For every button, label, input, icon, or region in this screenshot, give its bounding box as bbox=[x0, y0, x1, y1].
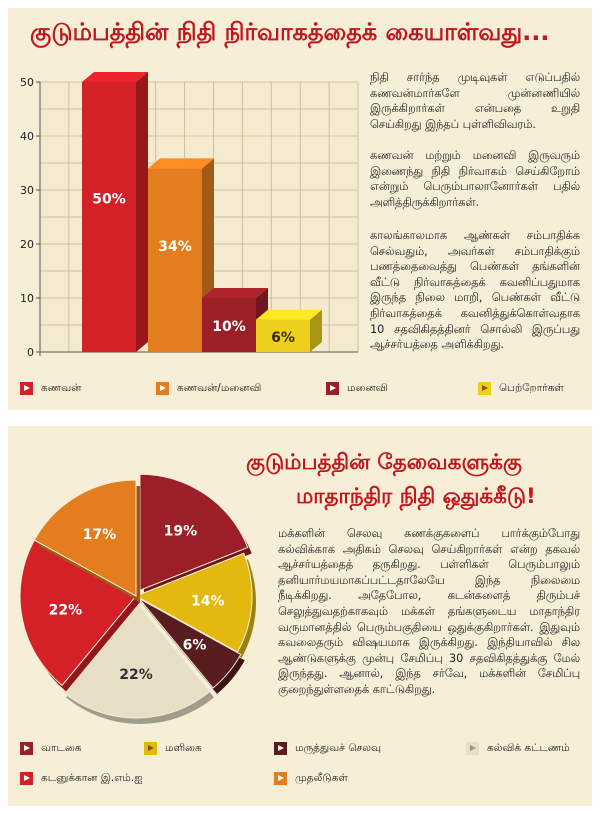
legend-bullet-icon bbox=[274, 742, 287, 755]
legend-bullet-icon bbox=[478, 382, 491, 395]
pie-chart-title-line2: மாதாந்திர நிதி ஒதுக்கீடு! bbox=[296, 484, 536, 509]
legend-item-grocery: மளிகை bbox=[144, 742, 202, 755]
bar-data-label: 10% bbox=[212, 319, 246, 335]
legend-item-medical: மருத்துவச் செலவு bbox=[274, 742, 381, 755]
pie-data-label: 17% bbox=[83, 527, 117, 543]
pie-data-label: 14% bbox=[191, 594, 225, 610]
legend-item-husband-wife: கணவன்/மனைவி bbox=[156, 382, 261, 395]
pie-data-label: 19% bbox=[164, 524, 198, 540]
bar-0: 50% bbox=[82, 72, 148, 352]
y-tick-label: 0 bbox=[27, 346, 34, 359]
pie-chart-title-line1: குடும்பத்தின் தேவைகளுக்கு bbox=[246, 450, 522, 475]
legend-item-parents: பெற்றோர்கள் bbox=[478, 382, 564, 395]
bar-chart: 0 10 20 30 40 50 50% 34% 10% 6% bbox=[20, 72, 359, 359]
pie-slice-face bbox=[33, 479, 137, 597]
bar-top bbox=[148, 158, 214, 169]
bar-data-label: 6% bbox=[271, 330, 295, 346]
legend-label: மருத்துவச் செலவு bbox=[295, 742, 382, 754]
bar-top bbox=[82, 72, 148, 82]
legend-label: மனைவி bbox=[347, 382, 388, 394]
bar-chart-title: குடும்பத்தின் நிதி நிர்வாகத்தைக் கையாள்வ… bbox=[30, 18, 550, 46]
legend-item-education: கல்விக் கட்டணம் bbox=[466, 742, 570, 755]
legend-label: கணவன்/மனைவி bbox=[177, 382, 262, 394]
bar-front bbox=[202, 298, 256, 352]
bar-text-2: கணவன் மற்றும் மனைவி இருவரும் இணைந்து நித… bbox=[370, 149, 580, 209]
bar-text-3: காலங்காலமாக ஆண்கள் சம்பாதிக்க செல்வதும்,… bbox=[370, 229, 580, 352]
legend-label: கடனுக்கான இ.எம்.ஐ bbox=[41, 772, 143, 784]
legend-bullet-icon bbox=[144, 742, 157, 755]
pie-slice-face bbox=[139, 473, 249, 591]
pie-slice-4: 22% bbox=[19, 539, 140, 692]
legend-bullet-icon bbox=[20, 382, 33, 395]
bar-top bbox=[256, 309, 322, 320]
bar-front bbox=[256, 319, 310, 352]
bar-side bbox=[136, 72, 148, 352]
legend-label: பெற்றோர்கள் bbox=[499, 382, 564, 394]
pie-slice-1: 14% bbox=[134, 552, 256, 658]
legend-item-loan-emi: கடனுக்கான இ.எம்.ஐ bbox=[20, 772, 143, 785]
pie-slice-face bbox=[138, 598, 242, 689]
legend-bullet-icon bbox=[326, 382, 339, 395]
pie-slice-0: 19% bbox=[139, 473, 252, 597]
legend-bullet-icon bbox=[20, 742, 33, 755]
y-tick-label: 50 bbox=[20, 76, 34, 89]
y-tick-label: 30 bbox=[20, 184, 34, 197]
legend-bullet-icon bbox=[20, 772, 33, 785]
pie-slice-3: 22% bbox=[61, 601, 214, 724]
bar-top bbox=[202, 288, 268, 298]
y-tick-label: 20 bbox=[20, 238, 34, 251]
legend-label: கல்விக் கட்டணம் bbox=[487, 742, 570, 754]
legend-label: முதலீடுகள் bbox=[295, 772, 348, 784]
pie-slice-2: 6% bbox=[138, 598, 245, 694]
legend-label: கணவன் bbox=[41, 382, 82, 394]
bar-3: 6% bbox=[256, 309, 322, 352]
pie-slice-face bbox=[61, 601, 211, 719]
legend-item-husband: கணவன் bbox=[20, 382, 81, 395]
pie-slice-face bbox=[134, 552, 253, 653]
bar-data-label: 34% bbox=[158, 239, 192, 255]
bar-front bbox=[82, 82, 136, 352]
bar-front bbox=[148, 168, 202, 352]
legend-label: வாடகை bbox=[41, 742, 82, 754]
legend-bullet-icon bbox=[274, 772, 287, 785]
pie-chart-panel: 19% 14% 6% 22% 22% 17% குடும்பத்தின் தேவைகளுக… bbox=[8, 426, 592, 806]
pie-slice-face bbox=[19, 539, 137, 687]
bar-text-1: நிதி சார்ந்த முடிவுகள் எடுப்பதில் கணவன்ம… bbox=[370, 71, 580, 131]
legend-item-wife: மனைவி bbox=[326, 382, 388, 395]
legend-item-investments: முதலீடுகள் bbox=[274, 772, 348, 785]
pie-data-label: 6% bbox=[183, 637, 207, 653]
pie-text: மக்களின் செலவு கணக்குகளைப் பார்க்கும்போத… bbox=[278, 527, 580, 696]
legend-bullet-icon bbox=[156, 382, 169, 395]
bar-data-label: 50% bbox=[92, 192, 126, 208]
y-tick-label: 10 bbox=[20, 292, 34, 305]
pie-chart: 19% 14% 6% 22% 22% 17% bbox=[19, 473, 256, 724]
bar-chart-panel: குடும்பத்தின் நிதி நிர்வாகத்தைக் கையாள்வ… bbox=[8, 8, 592, 410]
pie-slice-5: 17% bbox=[33, 479, 140, 602]
legend-item-rent: வாடகை bbox=[20, 742, 82, 755]
bar-side bbox=[310, 309, 322, 352]
pie-data-label: 22% bbox=[49, 602, 83, 618]
legend-bullet-icon bbox=[466, 742, 479, 755]
pie-data-label: 22% bbox=[119, 667, 153, 683]
legend-label: மளிகை bbox=[165, 742, 202, 754]
y-tick-label: 40 bbox=[20, 130, 34, 143]
